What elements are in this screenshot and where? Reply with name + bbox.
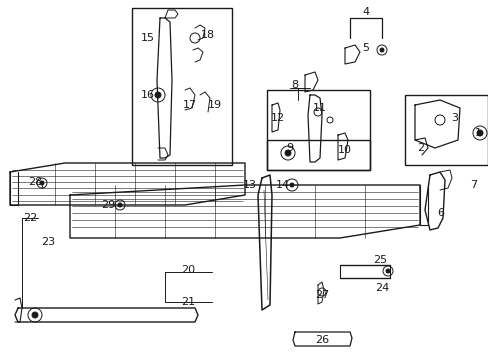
Circle shape — [155, 92, 161, 98]
Text: 6: 6 — [437, 208, 444, 218]
Text: 2: 2 — [417, 143, 424, 153]
Bar — [266, 90, 369, 170]
Text: 14: 14 — [275, 180, 289, 190]
Text: 23: 23 — [41, 237, 55, 247]
Text: 20: 20 — [181, 265, 195, 275]
Text: 25: 25 — [372, 255, 386, 265]
Text: 12: 12 — [270, 113, 285, 123]
Circle shape — [379, 48, 383, 52]
Circle shape — [285, 150, 290, 156]
Circle shape — [118, 203, 122, 207]
Circle shape — [476, 130, 482, 136]
Bar — [132, 8, 231, 165]
Text: 7: 7 — [469, 180, 477, 190]
Text: 3: 3 — [450, 113, 458, 123]
Text: 11: 11 — [312, 103, 326, 113]
Text: 19: 19 — [207, 100, 222, 110]
Circle shape — [32, 312, 38, 318]
Text: 26: 26 — [314, 335, 328, 345]
Text: 13: 13 — [243, 180, 257, 190]
Bar — [266, 140, 369, 170]
Text: 16: 16 — [141, 90, 155, 100]
Text: 1: 1 — [473, 128, 481, 138]
Text: 8: 8 — [291, 80, 298, 90]
Text: 15: 15 — [141, 33, 155, 43]
Bar — [404, 95, 487, 165]
Text: 5: 5 — [362, 43, 369, 53]
Circle shape — [289, 183, 293, 187]
Text: 4: 4 — [362, 7, 369, 17]
Circle shape — [385, 269, 389, 273]
Text: 9: 9 — [286, 143, 293, 153]
Text: 27: 27 — [314, 290, 328, 300]
Circle shape — [40, 181, 44, 185]
Text: 22: 22 — [23, 213, 37, 223]
Text: 29: 29 — [101, 200, 115, 210]
Text: 24: 24 — [374, 283, 388, 293]
Text: 28: 28 — [28, 177, 42, 187]
Text: 21: 21 — [181, 297, 195, 307]
Text: 18: 18 — [201, 30, 215, 40]
Text: 17: 17 — [183, 100, 197, 110]
Text: 10: 10 — [337, 145, 351, 155]
